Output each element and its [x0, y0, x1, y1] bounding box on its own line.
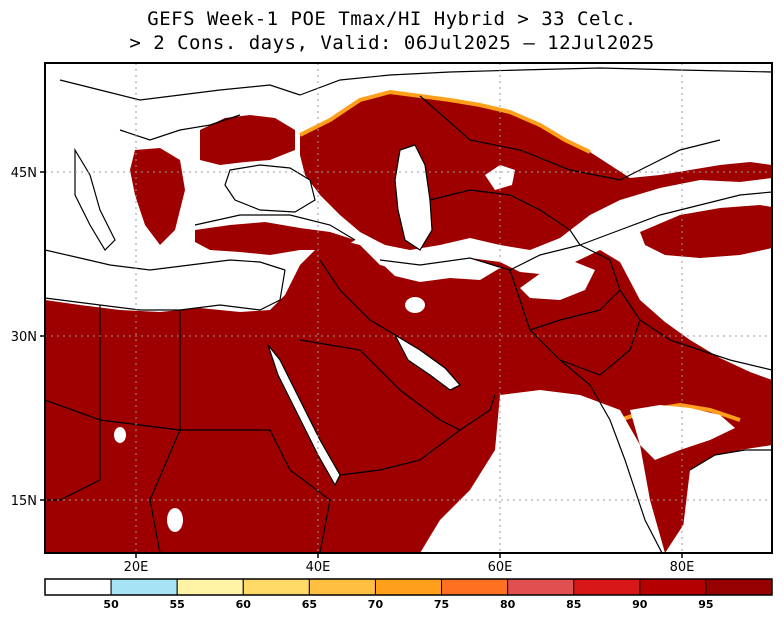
low-poe-hole-red-sea	[268, 345, 340, 485]
colorbar-swatch-0	[44, 578, 112, 596]
coastline-med-north	[45, 249, 286, 271]
colorbar-label-85: 85	[566, 598, 581, 611]
colorbar-swatches	[44, 578, 773, 596]
sea-mediterranean	[45, 250, 285, 310]
border-afghanistan	[509, 244, 621, 331]
poe-region-east-asia	[640, 205, 772, 258]
border-kazakhstan	[419, 95, 721, 181]
colorbar-label-50: 50	[103, 598, 119, 611]
border-pakistan	[559, 289, 641, 376]
border-india-north	[639, 319, 772, 371]
border-saudi	[299, 339, 461, 431]
colorbar-swatch-1	[110, 578, 178, 596]
low-poe-hole-india	[630, 405, 735, 460]
colorbar-frame	[44, 578, 773, 596]
coastline-black-sea	[224, 164, 316, 213]
border-iraq	[319, 259, 396, 336]
colorbar-label-95: 95	[698, 598, 713, 611]
colorbar-labels: 50 55 60 65 70 75 80 85 90 95	[103, 598, 713, 611]
low-poe-hole-arabian-sea	[420, 390, 665, 553]
colorbar-swatch-8	[573, 578, 641, 596]
border-sudan	[149, 429, 181, 553]
map-frame	[44, 62, 773, 554]
lon-label-40e: 40E	[306, 560, 331, 575]
colorbar-label-55: 55	[170, 598, 185, 611]
colorbar-swatch-4	[308, 578, 376, 596]
low-poe-blob-3	[405, 297, 425, 313]
colorbar-swatch-5	[374, 578, 443, 596]
colorbar-label-65: 65	[302, 598, 317, 611]
colorbar-swatch-10	[705, 578, 773, 596]
colorbar-label-90: 90	[632, 598, 648, 611]
coastline-gulf	[393, 333, 461, 391]
colorbar: 50 55 60 65 70 75 80 85 90 95	[44, 578, 773, 611]
colorbar-swatch-9	[639, 578, 707, 596]
low-poe-blob-2	[167, 508, 183, 532]
map-title-line-2: > 2 Cons. days, Valid: 06Jul2025 – 12Jul…	[129, 32, 655, 54]
colorbar-swatch-7	[507, 578, 575, 596]
low-poe-blob-1	[114, 427, 126, 443]
coastline-india	[559, 359, 663, 553]
colorbar-swatch-2	[176, 578, 244, 596]
lon-label-20e: 20E	[124, 560, 149, 575]
lon-label-60e: 60E	[488, 560, 513, 575]
coastline-caspian	[394, 144, 433, 251]
country-borders	[45, 67, 772, 553]
colorbar-label-75: 75	[434, 598, 449, 611]
border-ethiopia	[269, 429, 331, 553]
border-central-asia	[429, 189, 581, 246]
lon-label-80e: 80E	[670, 560, 695, 575]
low-poe-hole-zagros	[380, 252, 500, 282]
map-area: 45N 30N 15N 20E 40E 60E 80E	[11, 62, 773, 575]
sea-black	[225, 165, 315, 212]
colorbar-swatch-3	[242, 578, 310, 596]
low-poe-hole-caspian	[395, 145, 432, 250]
colorbar-swatch-6	[441, 578, 509, 596]
axis-ticks	[40, 171, 683, 558]
coastline-red-sea	[267, 344, 341, 487]
lat-label-45n: 45N	[11, 166, 37, 181]
poe-edge-north	[299, 89, 591, 154]
map-gridlines	[45, 63, 772, 553]
colorbar-label-70: 70	[368, 598, 384, 611]
border-balkans	[119, 114, 241, 141]
low-poe-hole-gulf	[395, 335, 460, 390]
colorbar-label-80: 80	[500, 598, 516, 611]
coastline-india-east	[689, 449, 772, 471]
border-italy	[74, 147, 116, 251]
border-china	[579, 191, 772, 246]
map-title-line-1: GEFS Week-1 POE Tmax/HI Hybrid > 33 Celc…	[147, 8, 637, 30]
border-turkey	[194, 214, 356, 241]
colorbar-label-60: 60	[236, 598, 252, 611]
border-africa-west	[45, 399, 101, 501]
sea-bay-of-bengal	[680, 450, 772, 553]
poe-region-anatomy	[195, 222, 355, 255]
lat-label-30n: 30N	[11, 330, 37, 345]
coastline-med-south	[45, 269, 286, 311]
border-russia	[299, 67, 772, 96]
coastline-arabia	[339, 394, 496, 476]
lat-label-15n: 15N	[11, 494, 37, 509]
poe-region-balkans	[200, 115, 295, 165]
low-poe-hole-afghan	[520, 262, 595, 300]
border-europe	[59, 79, 301, 101]
